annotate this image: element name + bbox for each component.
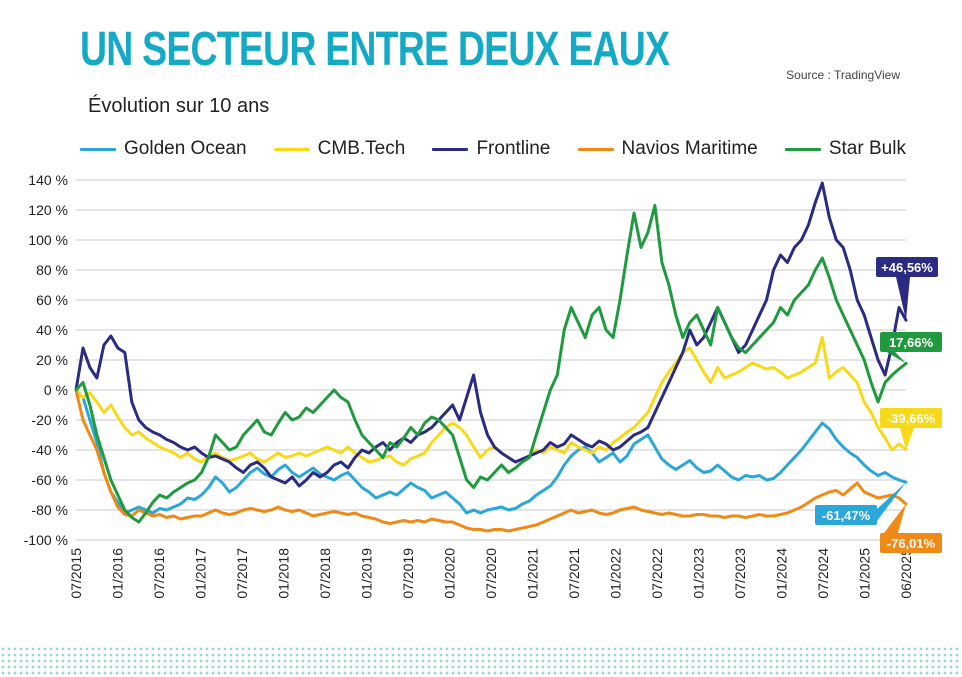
end-value-text: +46,56%: [881, 260, 933, 275]
dotted-footer-band: [0, 646, 962, 676]
y-tick-label: 120 %: [28, 202, 68, 218]
y-tick-label: 60 %: [36, 292, 68, 308]
x-tick-label: 06/2025: [898, 548, 914, 599]
x-tick-label: 07/2020: [483, 548, 499, 599]
end-value-label: -76,01%: [880, 504, 942, 553]
x-tick-label: 07/2024: [815, 548, 831, 599]
legend-label: Star Bulk: [828, 138, 906, 159]
end-value-label: -39,66%: [880, 408, 942, 450]
y-tick-label: -40 %: [31, 442, 68, 458]
label-pointer: [877, 482, 906, 521]
x-tick-label: 07/2022: [649, 548, 665, 599]
y-tick-label: -20 %: [31, 412, 68, 428]
x-tick-label: 01/2016: [110, 548, 126, 599]
x-tick-label: 07/2016: [151, 548, 167, 599]
line-chart: -100 % -80 % -60 % -40 % -20 % 0 % 20 % 40 % 60 …: [24, 172, 942, 599]
y-tick-label: 80 %: [36, 262, 68, 278]
y-tick-label: 100 %: [28, 232, 68, 248]
series-line: [74, 204, 908, 524]
series-line: [74, 336, 908, 467]
legend-item-navios-maritime: Navios Maritime: [577, 138, 758, 160]
x-tick-label: 01/2020: [442, 548, 458, 599]
label-box: [880, 533, 942, 553]
x-tick-label: 07/2017: [234, 548, 250, 599]
x-tick-label: 07/2015: [68, 548, 84, 599]
legend-label: Golden Ocean: [124, 138, 247, 159]
x-tick-label: 01/2024: [774, 548, 790, 599]
end-value-label: 17,66%: [880, 332, 942, 364]
x-axis: 07/2015 01/2016 07/2016 01/2017 07/2017 01/20…: [68, 548, 914, 599]
label-box: [815, 505, 877, 525]
end-value-text: -76,01%: [887, 536, 936, 551]
legend-swatch: [80, 147, 116, 151]
legend-swatch: [784, 147, 821, 151]
y-tick-label: -100 %: [24, 532, 68, 548]
x-tick-label: 07/2018: [317, 548, 333, 599]
series-line: [74, 388, 908, 533]
legend-label: Navios Maritime: [621, 138, 758, 159]
label-pointer: [896, 277, 910, 321]
y-tick-label: -80 %: [31, 502, 68, 518]
series-lines: [74, 181, 908, 533]
legend-label: CMB.Tech: [317, 138, 406, 159]
label-box: [876, 257, 938, 277]
x-tick-label: 07/2021: [566, 548, 582, 599]
x-tick-label: 01/2022: [608, 548, 624, 599]
gridlines: [76, 179, 906, 541]
label-box: [880, 332, 942, 352]
x-tick-label: 01/2023: [691, 548, 707, 599]
end-value-label: -61,47%: [815, 482, 906, 525]
x-tick-label: 01/2017: [193, 548, 209, 599]
y-tick-label: 0 %: [44, 382, 68, 398]
label-pointer: [884, 504, 906, 533]
series-line: [74, 388, 908, 515]
legend-swatch: [577, 147, 614, 151]
series-line: [74, 181, 908, 488]
y-tick-label: 40 %: [36, 322, 68, 338]
y-tick-label: -60 %: [31, 472, 68, 488]
end-labels: -61,47% -39,66% +46,56% -76,01% 17,66%: [815, 257, 942, 553]
legend-item-star-bulk: Star Bulk: [784, 138, 906, 160]
x-tick-label: 07/2019: [400, 548, 416, 599]
end-value-label: +46,56%: [876, 257, 938, 321]
y-tick-label: 20 %: [36, 352, 68, 368]
x-tick-label: 01/2019: [359, 548, 375, 599]
legend-item-cmb-tech: CMB.Tech: [273, 138, 406, 160]
chart-subtitle: Évolution sur 10 ans: [88, 95, 270, 117]
legend-item-golden-ocean: Golden Ocean: [80, 138, 247, 160]
legend-item-frontline: Frontline: [432, 138, 550, 160]
y-tick-label: 140 %: [28, 172, 68, 188]
legend-swatch: [432, 147, 469, 151]
end-value-text: -61,47%: [822, 508, 871, 523]
x-tick-label: 01/2021: [525, 548, 541, 599]
legend-label: Frontline: [476, 138, 551, 159]
legend: Golden Ocean CMB.Tech Frontline Navios M…: [80, 138, 906, 160]
x-tick-label: 07/2023: [732, 548, 748, 599]
end-value-text: 17,66%: [889, 335, 934, 350]
x-tick-label: 01/2018: [276, 548, 292, 599]
legend-swatch: [273, 147, 310, 151]
x-tick-label: 01/2025: [857, 548, 873, 599]
source-note: Source : TradingView: [786, 68, 900, 82]
chart-title: UN SECTEUR ENTRE DEUX EAUX: [80, 23, 670, 76]
end-value-text: -39,66%: [887, 411, 936, 426]
y-axis: -100 % -80 % -60 % -40 % -20 % 0 % 20 % 40 % 60 …: [24, 172, 68, 548]
label-box: [880, 408, 942, 428]
label-pointer: [900, 428, 914, 450]
